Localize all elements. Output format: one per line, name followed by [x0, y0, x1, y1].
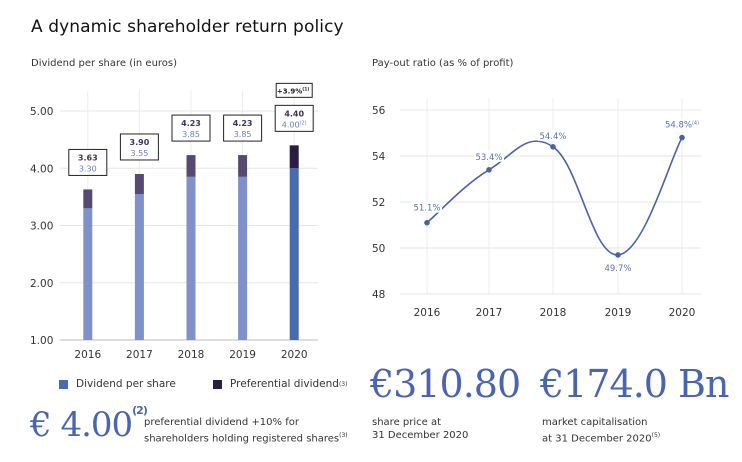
x-tick-label: 2019 — [229, 349, 256, 361]
bar-dividend — [134, 194, 144, 340]
kpi-market-cap-line2: at 31 December 2020 — [542, 433, 652, 445]
x-tick-label: 2020 — [669, 307, 696, 319]
data-point — [679, 134, 685, 141]
value-label-box — [171, 114, 211, 142]
growth-annotation-label: +3.9%(1) — [277, 86, 310, 95]
kpi-dividend-caption-footnote: (3) — [339, 432, 348, 439]
legend-label-dividend: Dividend per share — [76, 378, 176, 390]
bar-dividend — [289, 168, 299, 340]
kpi-dividend-caption-line1: preferential dividend +10% for — [144, 417, 299, 428]
line-chart-title: Pay-out ratio (as % of profit) — [372, 58, 514, 69]
kpi-share-price-caption: share price at 31 December 2020 — [372, 416, 468, 442]
bar-dividend — [238, 176, 248, 340]
legend-label-preferential: Preferential dividend — [230, 378, 339, 390]
total-value-label: 4.23 — [233, 119, 253, 128]
value-label-box — [119, 133, 159, 161]
bar-preferential — [238, 155, 248, 177]
base-value-label: 3.85 — [182, 130, 200, 139]
point-label-bg — [603, 261, 633, 273]
y-tick-label: 50 — [372, 243, 385, 255]
legend-swatch-preferential — [213, 379, 222, 389]
point-value-label: 54.8%(4) — [665, 121, 699, 131]
bar-chart-title: Dividend per share (in euros) — [31, 58, 178, 69]
bar-dividend — [83, 208, 93, 340]
total-value-label: 4.40 — [284, 109, 304, 118]
kpi-dividend-caption: preferential dividend +10% for sharehold… — [144, 416, 348, 445]
x-tick-label: 2018 — [540, 307, 567, 319]
data-point — [615, 252, 621, 258]
point-value-label: 53.4% — [475, 153, 502, 163]
bar-dividend — [186, 176, 196, 340]
kpi-market-cap-caption: market capitalisation at 31 December 202… — [542, 416, 660, 445]
y-tick-label: 4.00 — [30, 163, 53, 175]
legend-item-preferential: Preferential dividend (3) — [213, 378, 347, 390]
data-point — [424, 219, 430, 226]
bar-preferential — [134, 173, 144, 195]
data-point — [486, 167, 492, 173]
kpi-share-price-line2: 31 December 2020 — [372, 430, 469, 441]
growth-annotation-footnote: (1) — [302, 86, 309, 92]
kpi-dividend-footnote: (2) — [132, 404, 148, 417]
base-value-label: 3.55 — [130, 149, 148, 158]
point-label-bg — [667, 118, 697, 130]
kpi-market-cap-footnote: (5) — [651, 432, 661, 439]
total-value-label: 3.63 — [78, 153, 98, 162]
x-tick-label: 2016 — [414, 307, 441, 319]
point-label-bg — [474, 150, 504, 162]
y-tick-label: 56 — [372, 105, 386, 117]
x-tick-label: 2017 — [126, 349, 153, 361]
y-tick-label: 52 — [372, 197, 385, 209]
kpi-share-price-line1: share price at — [372, 417, 442, 428]
point-value-label: 54.4% — [539, 132, 566, 142]
kpi-dividend-value: € 4.00(2) — [30, 404, 148, 445]
y-tick-label: 3.00 — [30, 221, 53, 233]
legend-footnote: (3) — [338, 380, 348, 388]
y-tick-label: 5.00 — [30, 106, 53, 118]
point-value-label: 49.7% — [604, 264, 631, 274]
kpi-market-cap-line1: market capitalisation — [542, 417, 648, 428]
kpi-dividend-caption-line2: shareholders holding registered shares — [144, 433, 340, 445]
payout-line — [426, 137, 683, 256]
legend-item-dividend: Dividend per share — [59, 378, 176, 390]
y-tick-label: 48 — [372, 289, 385, 301]
y-tick-label: 2.00 — [30, 278, 53, 290]
base-value-label: 3.85 — [234, 130, 252, 139]
value-label-box — [68, 148, 108, 176]
point-value-footnote: (4) — [692, 121, 699, 127]
legend-swatch-dividend — [59, 379, 68, 389]
base-value-label: 3.30 — [79, 164, 97, 173]
growth-annotation-box — [275, 82, 313, 98]
bar-preferential — [186, 155, 196, 177]
point-label-bg — [538, 129, 568, 141]
data-point — [550, 144, 556, 150]
page-title: A dynamic shareholder return policy — [31, 17, 344, 37]
x-tick-label: 2016 — [74, 349, 101, 361]
value-label-box — [274, 104, 314, 132]
base-value-footnote: (2) — [300, 120, 307, 126]
x-tick-label: 2017 — [476, 307, 503, 319]
point-value-label: 51.1% — [413, 204, 440, 214]
x-tick-label: 2018 — [178, 349, 205, 361]
kpi-dividend-number: € 4.00 — [30, 405, 133, 445]
x-tick-label: 2020 — [281, 349, 308, 361]
kpi-market-cap-value: €174.0 Bn — [540, 362, 729, 406]
base-value-label: 4.00(2) — [282, 120, 307, 129]
kpi-share-price-value: €310.80 — [370, 362, 521, 406]
point-label-bg — [412, 201, 442, 213]
bar-preferential — [83, 189, 93, 209]
total-value-label: 3.90 — [130, 138, 150, 147]
y-tick-label: 54 — [372, 151, 386, 163]
value-label-box — [223, 114, 263, 142]
y-tick-label: 1.00 — [30, 335, 53, 347]
total-value-label: 4.23 — [181, 119, 201, 128]
x-tick-label: 2019 — [605, 307, 632, 319]
bar-preferential — [289, 145, 299, 169]
